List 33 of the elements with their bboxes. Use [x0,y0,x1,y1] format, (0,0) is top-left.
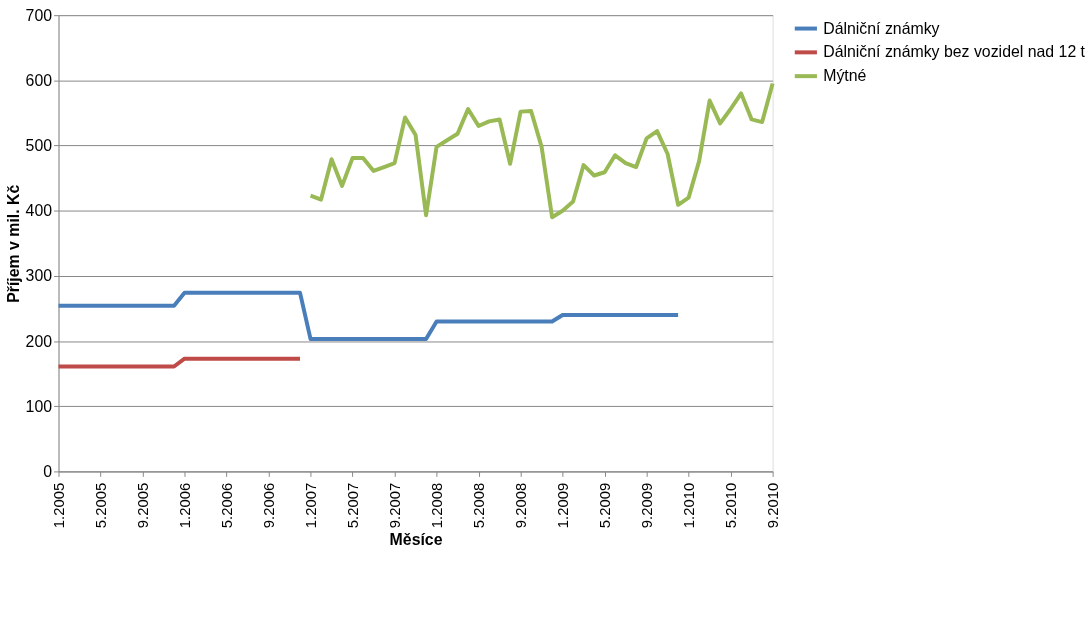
x-tick-label: 5.2005 [92,482,109,529]
y-tick-label: 300 [25,267,53,285]
x-axis-title: Měsíce [389,531,443,549]
x-tick-label: 5.2006 [219,482,235,529]
x-tick-label: 5.2010 [723,482,740,529]
y-axis-title: Příjem v mil. Kč [4,184,22,303]
x-tick-label: 5.2008 [471,482,488,529]
x-tick-label: 1.2010 [681,482,698,529]
line-series [308,81,775,220]
y-tick-label: 200 [25,332,53,350]
x-tick-label: 9.2009 [639,482,656,529]
x-tick-label: 9.2005 [134,482,151,529]
x-tick-label: 1.2007 [303,482,320,529]
x-tick-label: 9.2006 [261,482,277,529]
x-tick-label: 1.2006 [176,482,193,529]
x-tick-label: 1.2005 [50,482,67,529]
legend-label: Dálniční známky bez vozidel nad 12 t [823,43,1086,61]
x-tick-label: 1.2009 [555,482,572,529]
y-tick-label: 100 [25,397,53,415]
legend-label: Dálniční známky [823,19,940,37]
x-tick-label: 5.2007 [345,482,362,529]
x-tick-label: 9.2007 [387,482,404,529]
x-tick-label: 1.2008 [429,482,446,529]
line-series [56,290,681,342]
x-tick-label: 9.2008 [513,482,530,529]
x-tick-label: 5.2009 [597,482,614,529]
y-tick-label: 0 [43,462,53,480]
x-tick-label: 9.2010 [765,482,782,529]
y-tick-label: 500 [25,136,53,154]
y-tick-label: 700 [25,6,53,24]
y-tick-label: 400 [25,202,53,220]
y-tick-label: 600 [25,71,53,89]
legend-label: Mýtné [823,67,867,85]
